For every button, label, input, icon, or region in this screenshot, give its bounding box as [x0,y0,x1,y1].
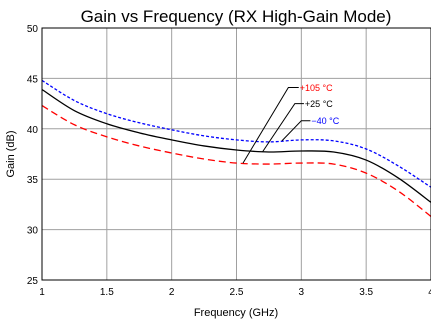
plot-frame [41,27,431,281]
series-line-2 [41,79,431,188]
series-line-0 [41,105,431,218]
y-tick-label: 45 [27,74,39,85]
series-label-0: +105 °C [300,83,333,93]
callout-leader-0 [242,86,299,164]
x-tick-label: 2 [169,287,175,298]
y-tick-label: 50 [27,24,39,35]
y-tick-label: 35 [27,175,39,186]
x-tick-label: 3.5 [359,287,373,298]
x-tick-label: 2.5 [230,287,244,298]
y-tick-label: 30 [27,226,39,237]
series-label-2: −40 °C [311,116,339,126]
y-tick-label: 40 [27,125,39,136]
grid-lines [41,27,431,281]
x-tick-label: 4 [428,287,431,298]
y-tick-label: 25 [27,276,39,287]
x-tick-labels: 1 1.5 2 2.5 3 3.5 4 [39,287,431,298]
callout-leader-2 [281,120,311,142]
callout-leader-1 [262,103,304,153]
chart-title: Gain vs Frequency (RX High-Gain Mode) [81,7,392,26]
x-tick-label: 1.5 [100,287,114,298]
y-axis-label: Gain (dB) [5,130,17,177]
x-tick-label: 3 [299,287,305,298]
series-label-1: +25 °C [305,99,333,109]
x-tick-label: 1 [39,287,45,298]
series-callouts: +105 °C +25 °C −40 °C [242,83,340,164]
y-tick-labels: 25 30 35 40 45 50 [27,24,39,287]
series-lines [41,79,431,218]
series-line-1 [41,88,431,203]
x-axis-label: Frequency (GHz) [194,307,278,319]
